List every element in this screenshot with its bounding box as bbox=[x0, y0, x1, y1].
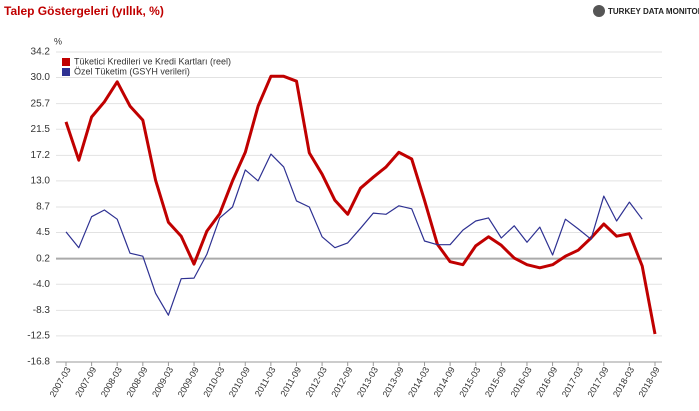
x-tick-label: 2013-09 bbox=[381, 365, 406, 399]
y-tick-label: -4.0 bbox=[33, 279, 51, 290]
y-tick-label: 0.2 bbox=[36, 253, 50, 264]
x-tick-label: 2018-03 bbox=[611, 365, 636, 399]
x-tick-label: 2016-09 bbox=[534, 365, 559, 399]
y-axis-label: % bbox=[54, 36, 62, 46]
y-tick-label: 21.5 bbox=[31, 124, 51, 135]
y-tick-label: 8.7 bbox=[36, 202, 50, 213]
x-tick-label: 2014-09 bbox=[432, 365, 457, 399]
x-tick-label: 2017-03 bbox=[560, 365, 585, 399]
y-tick-label: 4.5 bbox=[36, 227, 50, 238]
legend-label: Tüketici Kredileri ve Kredi Kartları (re… bbox=[74, 56, 231, 66]
x-tick-label: 2008-09 bbox=[124, 365, 149, 399]
y-tick-label: -8.3 bbox=[33, 305, 51, 316]
x-tick-label: 2014-03 bbox=[406, 365, 431, 399]
legend-swatch bbox=[62, 58, 70, 66]
logo: TURKEY DATA MONITOR bbox=[608, 7, 699, 16]
x-tick-label: 2015-03 bbox=[457, 365, 482, 399]
x-tick-label: 2007-09 bbox=[73, 365, 98, 399]
x-tick-label: 2012-09 bbox=[329, 365, 354, 399]
y-tick-label: 17.2 bbox=[31, 150, 51, 161]
legend-swatch bbox=[62, 68, 70, 76]
x-tick-label: 2009-03 bbox=[150, 365, 175, 399]
chart-title: Talep Göstergeleri (yıllık, %) bbox=[4, 4, 164, 18]
x-tick-label: 2010-09 bbox=[227, 365, 252, 399]
x-tick-label: 2008-03 bbox=[99, 365, 124, 399]
y-tick-label: 25.7 bbox=[31, 98, 51, 109]
x-tick-label: 2011-03 bbox=[253, 365, 278, 398]
x-tick-label: 2016-03 bbox=[509, 365, 534, 399]
y-tick-label: 34.2 bbox=[31, 47, 51, 58]
series-line bbox=[64, 74, 657, 335]
series-line bbox=[65, 153, 643, 316]
y-tick-label: 30.0 bbox=[31, 72, 51, 83]
x-tick-label: 2009-09 bbox=[176, 365, 201, 399]
x-tick-label: 2007-03 bbox=[48, 365, 73, 399]
logo-icon bbox=[593, 5, 605, 17]
x-tick-label: 2018-09 bbox=[637, 365, 662, 399]
x-tick-label: 2017-09 bbox=[585, 365, 610, 399]
x-tick-label: 2012-03 bbox=[304, 365, 329, 399]
legend-label: Özel Tüketim (GSYH verileri) bbox=[74, 66, 190, 76]
y-tick-label: -16.8 bbox=[27, 357, 50, 368]
x-tick-label: 2010-03 bbox=[201, 365, 226, 399]
x-tick-label: 2015-09 bbox=[483, 365, 508, 399]
y-tick-label: -12.5 bbox=[27, 331, 50, 342]
x-tick-label: 2013-03 bbox=[355, 365, 380, 399]
y-tick-label: 13.0 bbox=[31, 176, 51, 187]
x-tick-label: 2011-09 bbox=[278, 365, 303, 398]
